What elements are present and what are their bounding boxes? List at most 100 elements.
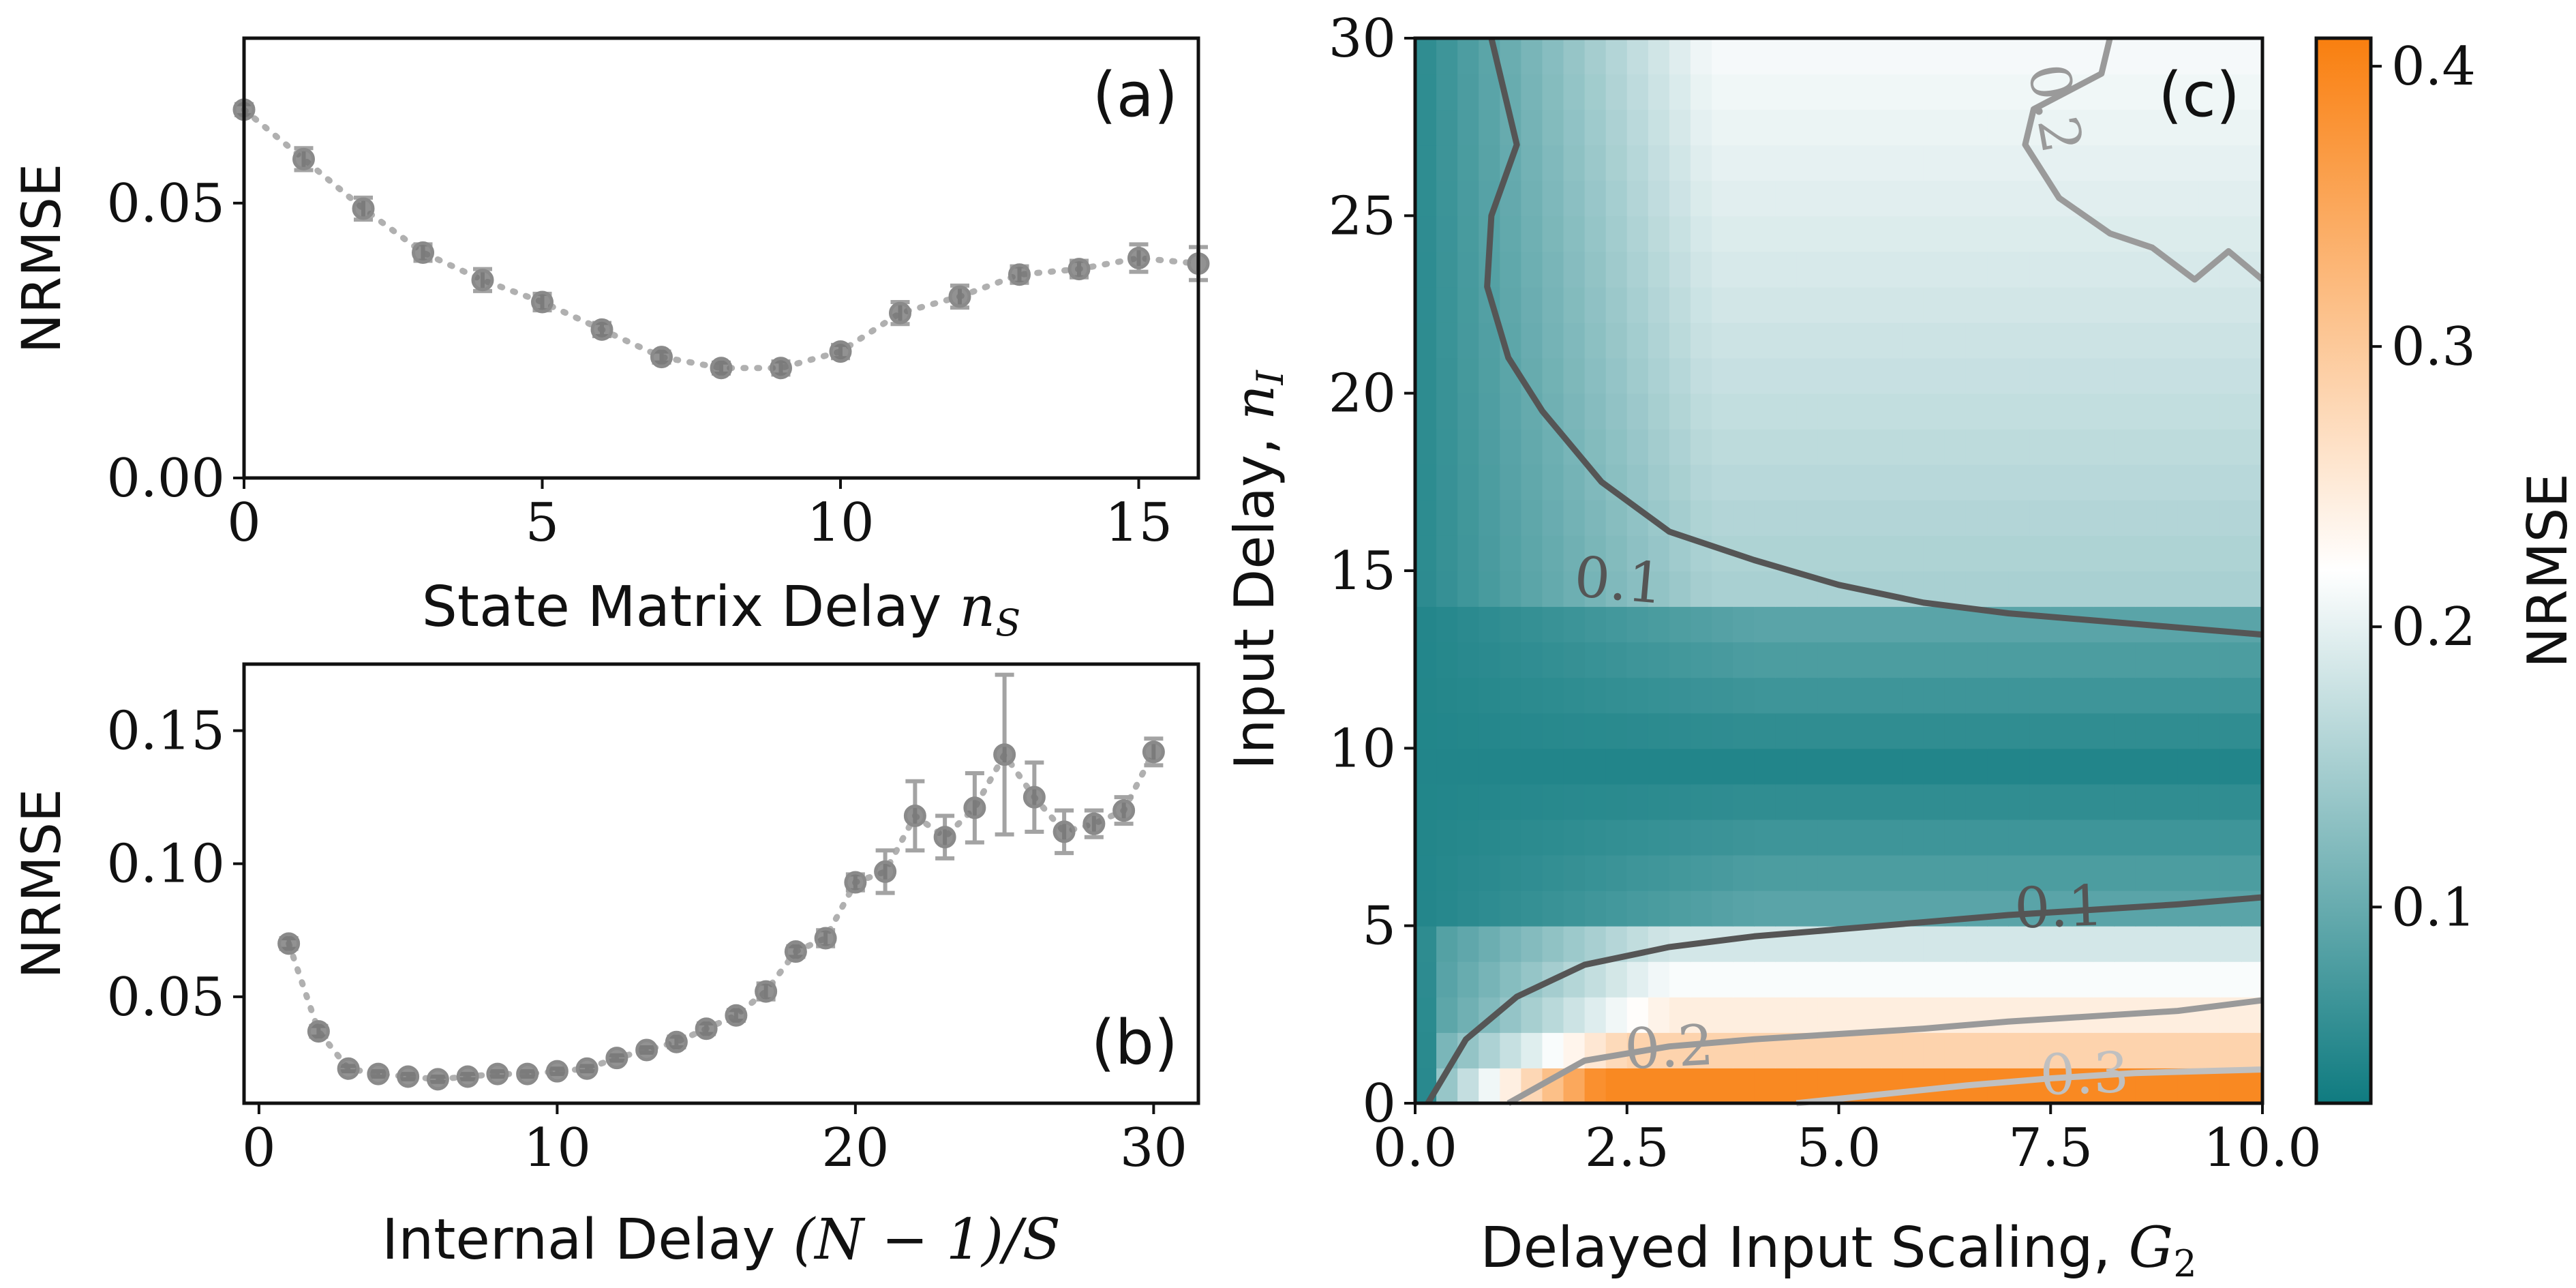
heatmap-cell: [1584, 322, 1607, 359]
heatmap-cell: [1626, 713, 1649, 749]
heatmap-cell: [1479, 642, 1501, 678]
heatmap-cell: [1987, 535, 2010, 571]
heatmap-cell: [1796, 535, 1819, 571]
heatmap-cell: [1436, 571, 1459, 608]
panel-a-y-tick-label: 0.00: [106, 448, 225, 509]
heatmap-cell: [2093, 464, 2115, 500]
contour-label: 0.3: [2039, 1040, 2130, 1108]
heatmap-cell: [1563, 677, 1586, 714]
heatmap-cell: [2135, 642, 2157, 678]
heatmap-cell: [1881, 1032, 1903, 1068]
heatmap-cell: [1584, 925, 1607, 962]
heatmap-cell: [1754, 748, 1776, 785]
panel-c-heatmap: [1415, 38, 2263, 1104]
heatmap-cell: [1712, 215, 1734, 252]
heatmap-cell: [1712, 109, 1734, 146]
heatmap-cell: [1690, 286, 1713, 323]
heatmap-cell: [2072, 145, 2094, 181]
heatmap-cell: [1542, 535, 1564, 571]
heatmap-cell: [1902, 677, 1924, 714]
panel-b-x-tick-label: 10: [524, 1118, 591, 1179]
panel-b-data-point: [367, 1062, 390, 1085]
heatmap-cell: [1817, 571, 1840, 608]
heatmap-cell: [2072, 571, 2094, 608]
heatmap-cell: [1817, 322, 1840, 359]
heatmap-cell: [1712, 428, 1734, 465]
heatmap-cell: [1479, 535, 1501, 571]
heatmap-cell: [1542, 109, 1564, 146]
heatmap-cell: [1479, 713, 1501, 749]
heatmap-cell: [1712, 286, 1734, 323]
contour-line-0-2: [1506, 997, 2263, 1106]
heatmap-cell: [1987, 783, 2010, 820]
heatmap-cell: [2008, 393, 2031, 430]
heatmap-cell: [1838, 74, 1861, 110]
heatmap-cell: [1712, 38, 1734, 75]
heatmap-cell: [1690, 961, 1713, 998]
heatmap-cell: [1754, 428, 1776, 465]
colorbar-tick-label: 0.3: [2391, 316, 2476, 378]
heatmap-cell: [2219, 677, 2242, 714]
panel-a-data-point: [471, 269, 494, 292]
heatmap-cell: [1944, 215, 1967, 252]
heatmap-cell: [1775, 996, 1798, 1033]
heatmap-cell: [1690, 677, 1713, 714]
heatmap-cell: [2135, 464, 2157, 500]
heatmap-cell: [1457, 286, 1480, 323]
heatmap-cell: [1923, 322, 1945, 359]
heatmap-cell: [1754, 145, 1776, 181]
panel-c-x-axis-label-symbol: G: [2129, 1216, 2174, 1280]
heatmap-cell: [1838, 713, 1861, 749]
heatmap-cell: [1415, 642, 1438, 678]
heatmap-cell: [1648, 109, 1670, 146]
heatmap-cell: [1923, 38, 1945, 75]
heatmap-cell: [2135, 499, 2157, 536]
heatmap-cell: [1923, 499, 1945, 536]
heatmap-cell: [1584, 713, 1607, 749]
heatmap-cell: [2241, 925, 2263, 962]
heatmap-cell: [2177, 1032, 2200, 1068]
heatmap-cell: [1669, 357, 1691, 394]
heatmap-cell: [2093, 925, 2115, 962]
heatmap-cell: [1775, 215, 1798, 252]
heatmap-cell: [1733, 748, 1755, 785]
heatmap-cell: [1521, 819, 1543, 856]
heatmap-cell: [2156, 642, 2179, 678]
heatmap-cell: [1457, 38, 1480, 75]
heatmap-cell: [1860, 251, 1882, 288]
heatmap-cell: [1923, 677, 1945, 714]
heatmap-cell: [1987, 286, 2010, 323]
heatmap-cell: [1500, 783, 1522, 820]
heatmap-cell: [2008, 180, 2031, 217]
heatmap-cell: [1965, 428, 1988, 465]
heatmap-cell: [1605, 606, 1628, 643]
heatmap-cell: [1754, 819, 1776, 856]
heatmap-cell: [2177, 286, 2200, 323]
heatmap-cell: [1838, 145, 1861, 181]
heatmap-cell: [1902, 499, 1924, 536]
heatmap-cell: [1436, 322, 1459, 359]
heatmap-cell: [2050, 713, 2073, 749]
panel-a-data-point: [770, 357, 792, 380]
heatmap-cell: [1690, 357, 1713, 394]
heatmap-cell: [1965, 393, 1988, 430]
heatmap-cell: [1754, 215, 1776, 252]
heatmap-cell: [1923, 251, 1945, 288]
heatmap-cell: [1838, 357, 1861, 394]
heatmap-cell: [1542, 1032, 1564, 1068]
heatmap-cell: [2114, 713, 2136, 749]
heatmap-cell: [1860, 428, 1882, 465]
heatmap-cell: [2114, 854, 2136, 891]
contour-label: 0.1: [2014, 873, 2105, 941]
panel-b-data-point: [397, 1065, 420, 1088]
heatmap-cell: [2050, 464, 2073, 500]
heatmap-cell: [1542, 819, 1564, 856]
heatmap-cell: [2135, 393, 2157, 430]
heatmap-cell: [1436, 783, 1459, 820]
heatmap-cell: [2135, 783, 2157, 820]
heatmap-cell: [1817, 109, 1840, 146]
heatmap-cell: [2050, 606, 2073, 643]
heatmap-cell: [2198, 109, 2221, 146]
panel-a-data-point: [1067, 258, 1091, 281]
heatmap-cell: [1775, 854, 1798, 891]
